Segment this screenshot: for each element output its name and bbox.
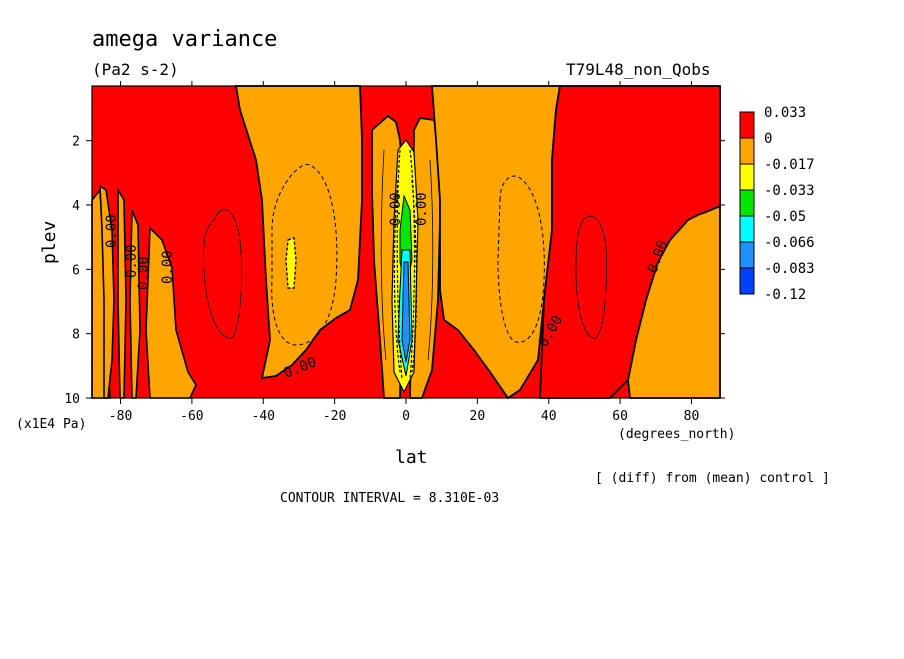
legend-swatch: [739, 163, 755, 191]
legend-swatch: [739, 241, 755, 269]
x-tick-label: -40: [252, 409, 275, 424]
run-label: T79L48_non_Qobs: [566, 60, 711, 79]
x-tick-label: 60: [612, 409, 628, 424]
south-positive-contour: [203, 209, 242, 339]
color-legend: 0.033 0 -0.017 -0.033 -0.05 -0.066 -0.083 -0.12: [739, 105, 815, 303]
contour-label: 0.00: [104, 214, 120, 248]
y-axis: 2 4 6 8 10: [64, 135, 725, 407]
y-axis-units: (x1E4 Pa): [16, 417, 86, 432]
contour-label: 0.00: [160, 250, 176, 284]
contour-label: 0.00: [388, 192, 404, 226]
south-midlat-min-contour: [285, 237, 297, 289]
y-tick-label: 4: [72, 199, 80, 214]
legend-label: 0: [764, 131, 772, 147]
legend-swatch: [739, 215, 755, 243]
legend-label: 0.033: [764, 105, 806, 121]
x-tick-label: -60: [180, 409, 203, 424]
south-polar-band-4: [145, 226, 197, 399]
legend-label: -0.12: [764, 287, 806, 303]
south-midlat-negative-region: [234, 85, 363, 380]
x-tick-label: 0: [402, 409, 410, 424]
legend-label: -0.05: [764, 209, 806, 225]
equatorial-blue-core: [401, 261, 411, 363]
south-midlat-dashed-contour: [271, 164, 338, 346]
x-tick-label: 80: [684, 409, 700, 424]
south-polar-band-1: [99, 184, 115, 399]
contour-interval: CONTOUR INTERVAL = 8.310E-03: [280, 491, 499, 506]
y-tick-label: 8: [72, 328, 80, 343]
y-tick-label: 10: [64, 392, 80, 407]
north-polar-positive-boundary: [539, 85, 721, 399]
legend-label: -0.017: [764, 157, 815, 173]
chart-units: (Pa2 s-2): [92, 60, 179, 79]
y-tick-label: 2: [72, 135, 80, 150]
contour-label: 0.00: [136, 256, 152, 290]
x-axis-units: (degrees_north): [618, 427, 735, 442]
comparison-note: [ (diff) from (mean) control ]: [595, 471, 830, 486]
x-axis: -80 -60 -40 -20 0 20 40 60 80: [109, 81, 699, 424]
legend-swatch: [739, 111, 755, 139]
legend-label: -0.083: [764, 261, 815, 277]
x-tick-label: 40: [541, 409, 557, 424]
legend-swatch: [739, 137, 755, 165]
x-axis-label: lat: [395, 447, 428, 468]
x-tick-label: -80: [109, 409, 132, 424]
y-tick-label: 6: [72, 263, 80, 278]
chart-title: amega variance: [92, 27, 277, 52]
x-tick-label: -20: [323, 409, 346, 424]
north-positive-contour: [575, 216, 607, 339]
y-axis-label: plev: [39, 221, 60, 264]
contour-label: 0.00: [414, 192, 430, 226]
x-tick-label: 20: [470, 409, 486, 424]
legend-swatch: [739, 267, 755, 295]
legend-label: -0.066: [764, 235, 815, 251]
legend-swatch: [739, 189, 755, 217]
plot-area: 0.00 0.00 0.00 0.00 0.00 0.00 0.00 0.00 …: [91, 85, 721, 400]
legend-label: -0.033: [764, 183, 815, 199]
contour-label: 0.00: [124, 244, 140, 278]
equatorial-thin-contours: [380, 149, 434, 361]
